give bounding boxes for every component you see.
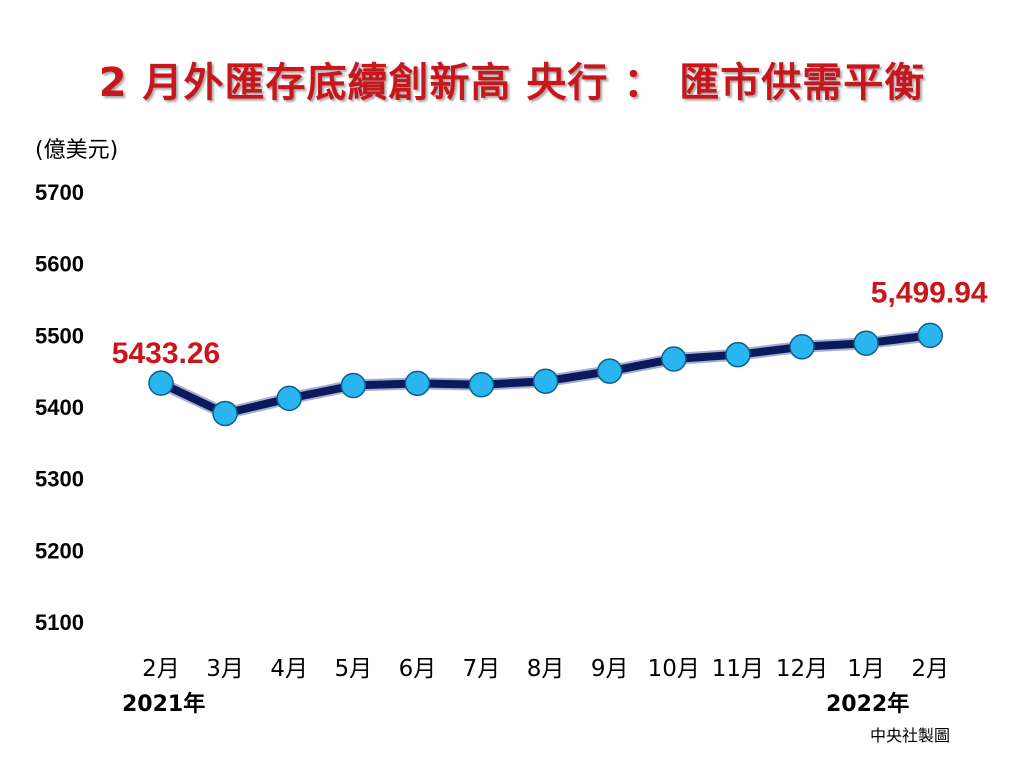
data-point	[917, 322, 943, 349]
data-label: 5,499.94	[871, 276, 988, 309]
x-tick-label: 1月	[847, 656, 885, 682]
x-tick-label: 6月	[399, 656, 437, 682]
credit-label: 中央社製圖	[870, 726, 951, 745]
x-tick-label: 2月	[142, 656, 180, 682]
y-tick-label: 5700	[35, 180, 84, 205]
x-tick-label: 9月	[591, 656, 629, 682]
x-tick-label: 7月	[463, 656, 501, 682]
data-point	[532, 368, 559, 394]
y-tick-label: 5300	[35, 467, 84, 492]
y-tick-label: 5600	[35, 252, 84, 277]
x-tick-label: 4月	[270, 656, 308, 682]
x-tick-label: 10月	[648, 656, 700, 682]
x-tick-label: 5月	[334, 656, 372, 682]
data-point	[596, 358, 623, 384]
data-point	[789, 334, 815, 360]
y-tick-label: 5500	[35, 323, 84, 348]
x-tick-label: 2月	[911, 656, 949, 682]
x-tick-label: 3月	[206, 656, 244, 682]
data-point	[148, 370, 174, 396]
x-tick-label: 8月	[527, 656, 565, 682]
data-label: 5433.26	[112, 337, 220, 370]
y-tick-label: 5200	[35, 538, 84, 563]
year-label-2021: 2021年	[122, 692, 206, 717]
chart-title: 2 月外匯存底續創新高 央行 ： 匯市供需平衡	[98, 60, 926, 106]
y-tick-label: 5400	[35, 395, 84, 420]
y-tick-label: 5100	[35, 610, 84, 635]
year-label-2022: 2022年	[826, 692, 910, 717]
data-point	[404, 370, 431, 397]
data-point	[661, 346, 687, 372]
data-point	[340, 372, 367, 399]
unit-label: (億美元)	[35, 138, 119, 163]
data-point	[853, 330, 879, 356]
x-tick-label: 12月	[776, 656, 828, 682]
data-point	[276, 385, 302, 412]
data-point	[468, 372, 495, 398]
data-point	[212, 400, 238, 427]
x-tick-label: 11月	[712, 656, 764, 682]
data-point	[725, 341, 751, 368]
